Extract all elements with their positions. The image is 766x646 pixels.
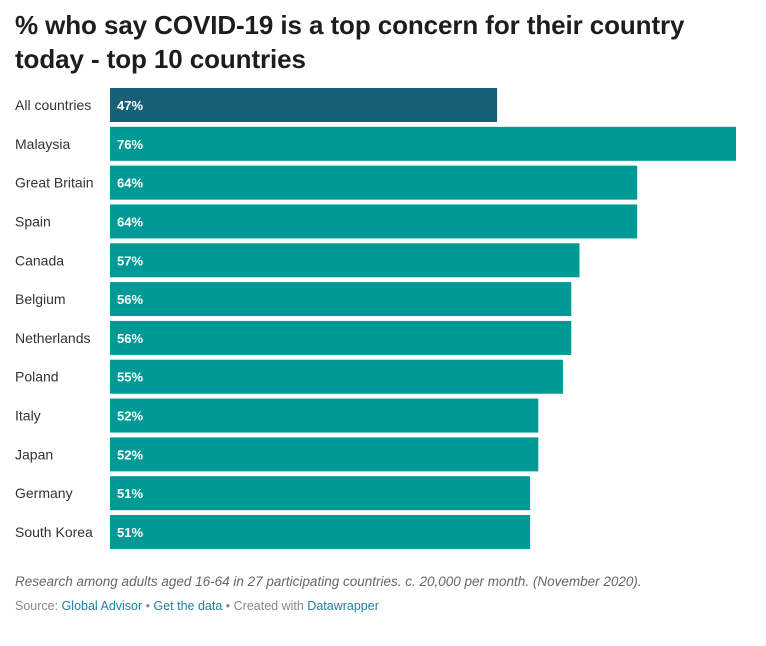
category-label: Netherlands [15, 330, 91, 346]
category-label: Japan [15, 446, 53, 462]
separator-dot: • [222, 599, 234, 613]
bar [110, 243, 580, 278]
bar [110, 515, 531, 550]
value-label: 51% [117, 525, 143, 540]
category-label: All countries [15, 97, 91, 113]
category-label: Belgium [15, 291, 66, 307]
created-with-text: Created with [233, 599, 308, 613]
bar [110, 126, 736, 161]
value-label: 64% [117, 176, 143, 191]
value-label: 47% [117, 98, 143, 113]
bar [110, 398, 539, 433]
category-label: Canada [15, 252, 64, 268]
category-label: South Korea [15, 524, 93, 540]
chart-notes: Research among adults aged 16-64 in 27 p… [15, 574, 642, 589]
category-label: Poland [15, 369, 59, 385]
value-label: 64% [117, 214, 143, 229]
chart-source-line: Source: Global Advisor • Get the data • … [15, 597, 379, 615]
value-label: 56% [117, 292, 143, 307]
category-label: Italy [15, 408, 41, 424]
datawrapper-link[interactable]: Datawrapper [307, 599, 379, 613]
bar [110, 88, 498, 122]
chart-title: % who say COVID-19 is a top concern for … [15, 10, 685, 74]
value-label: 55% [117, 370, 143, 385]
bar [110, 282, 572, 317]
source-prefix: Source: [15, 599, 62, 613]
category-label: Spain [15, 213, 51, 229]
category-label: Malaysia [15, 136, 70, 152]
bar [110, 165, 638, 200]
source-link[interactable]: Global Advisor [61, 599, 143, 613]
bar [110, 204, 638, 239]
category-label: Germany [15, 485, 73, 501]
separator-dot: • [142, 599, 154, 613]
value-label: 56% [117, 331, 143, 346]
category-label: Great Britain [15, 175, 94, 191]
bar [110, 476, 531, 511]
bar [110, 437, 539, 472]
value-label: 52% [117, 409, 143, 424]
bar [110, 320, 572, 355]
bar [110, 359, 563, 394]
value-label: 57% [117, 253, 143, 268]
value-label: 76% [117, 137, 143, 152]
bar-chart: All countries 47% Malaysia 76% Great Britain… [15, 88, 736, 550]
value-label: 51% [117, 486, 143, 501]
get-data-link[interactable]: Get the data [153, 599, 223, 613]
value-label: 52% [117, 447, 143, 462]
